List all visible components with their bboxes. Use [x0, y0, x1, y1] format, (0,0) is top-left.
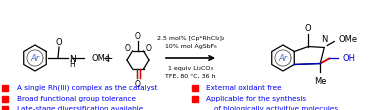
Text: O: O [135, 31, 141, 40]
Text: Broad functional group tolerance: Broad functional group tolerance [17, 96, 136, 102]
Text: External oxidant free: External oxidant free [206, 85, 282, 91]
Text: Ar: Ar [278, 53, 288, 62]
Text: 10% mol AgSbF₆: 10% mol AgSbF₆ [165, 43, 216, 49]
Text: O: O [135, 80, 141, 89]
Text: +: + [103, 51, 113, 64]
Text: O: O [305, 24, 311, 33]
Text: OMe: OMe [338, 35, 357, 44]
Text: of biologically activitive molecules: of biologically activitive molecules [214, 106, 338, 110]
Text: Applicable for the synthesis: Applicable for the synthesis [206, 96, 306, 102]
Text: H: H [69, 60, 75, 69]
Text: Late-stage diversification available: Late-stage diversification available [17, 106, 143, 110]
Text: N: N [69, 54, 76, 63]
Text: O: O [125, 43, 130, 52]
Text: 2.5 mol% [Cp*RhCl₂]₂: 2.5 mol% [Cp*RhCl₂]₂ [157, 36, 224, 40]
Text: A single Rh(III) complex as the catalyst: A single Rh(III) complex as the catalyst [17, 85, 158, 91]
Text: N: N [321, 35, 327, 43]
Text: Me: Me [314, 76, 327, 85]
Text: O: O [146, 43, 151, 52]
Text: O: O [56, 38, 62, 47]
Text: OMe: OMe [91, 53, 110, 62]
Text: OH: OH [342, 54, 355, 63]
Text: TFE, 80 °C, 36 h: TFE, 80 °C, 36 h [165, 73, 216, 79]
Text: 1 equiv Li₂CO₃: 1 equiv Li₂CO₃ [168, 65, 213, 71]
Text: Ar: Ar [30, 53, 40, 62]
